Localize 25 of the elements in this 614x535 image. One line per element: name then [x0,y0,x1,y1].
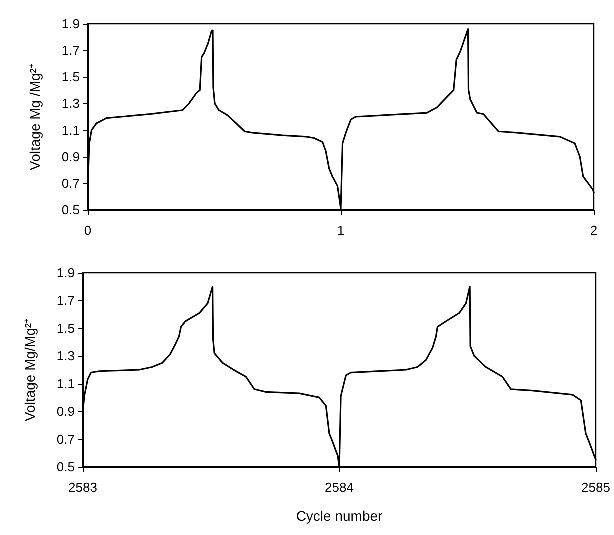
y-tick-label: 1.5 [56,320,75,336]
y-tick-label: 1.1 [56,376,75,392]
y-tick-label: 1.1 [62,122,80,138]
y-tick-label: 1.7 [62,43,80,58]
x-tick-label: 1 [337,223,345,238]
y-tick-label: 1.9 [56,266,75,280]
y-tick-label: 0.7 [62,176,80,191]
y-tick-label: 1.3 [56,348,75,364]
y-axis-title: Voltage Mg /Mg²⁺ [27,64,43,170]
y-axis-title: Voltage Mg/Mg²⁺ [22,318,38,422]
x-tick-label: 2583 [68,480,98,495]
y-tick-label: 1.9 [62,16,80,32]
x-tick-label: 0 [84,223,92,238]
y-tick-label: 0.7 [56,432,75,447]
x-tick-label: 2585 [582,480,610,495]
x-tick-label: 2584 [325,480,354,495]
y-tick-label: 1.5 [62,70,80,85]
y-tick-label: 0.5 [62,202,80,218]
y-tick-label: 1.7 [56,293,75,308]
x-axis-title: Cycle number [296,508,384,524]
y-tick-label: 0.5 [56,460,75,474]
y-tick-label: 0.9 [62,149,80,164]
y-tick-label: 1.3 [62,96,80,112]
y-tick-label: 0.9 [56,404,75,420]
x-tick-label: 2 [590,223,598,238]
